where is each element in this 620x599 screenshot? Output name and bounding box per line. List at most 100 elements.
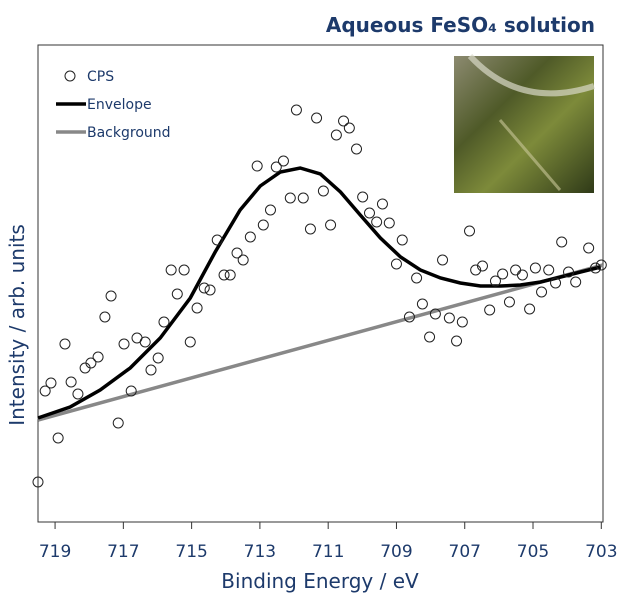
- data-point: [79, 362, 91, 374]
- data-point: [92, 351, 104, 363]
- data-point: [311, 112, 323, 124]
- inset-photo: [454, 53, 595, 193]
- data-point: [171, 288, 183, 300]
- data-point: [139, 336, 151, 348]
- chart-title: Aqueous FeSO₄ solution: [326, 13, 595, 37]
- data-point: [595, 259, 607, 271]
- data-point: [211, 234, 223, 246]
- data-point: [204, 284, 216, 296]
- data-point: [290, 104, 302, 116]
- data-point: [338, 115, 350, 127]
- x-tick-label: 719: [39, 542, 71, 562]
- data-point: [583, 242, 595, 254]
- data-point: [497, 268, 509, 280]
- data-point: [284, 192, 296, 204]
- x-tick-label: 703: [585, 542, 617, 562]
- data-point: [218, 269, 230, 281]
- data-point: [72, 388, 84, 400]
- data-point: [437, 254, 449, 266]
- data-point: [424, 331, 436, 343]
- data-point: [529, 262, 541, 274]
- data-point: [65, 376, 77, 388]
- data-point: [191, 302, 203, 314]
- data-point: [39, 385, 51, 397]
- data-point: [118, 338, 130, 350]
- data-point: [443, 312, 455, 324]
- data-point: [277, 155, 289, 167]
- line-1: [37, 166, 602, 420]
- data-point: [510, 264, 522, 276]
- plot-frame: [37, 44, 604, 523]
- legend-label: CPS: [87, 69, 114, 85]
- x-axis-label: Binding Energy / eV: [221, 569, 419, 593]
- data-point: [536, 286, 548, 298]
- y-axis-label: Intensity / arb. units: [5, 224, 29, 426]
- legend-label: Envelope: [87, 97, 152, 113]
- data-point: [251, 160, 263, 172]
- data-point: [543, 264, 555, 276]
- data-point: [363, 207, 375, 219]
- data-point: [476, 260, 488, 272]
- x-tick-label: 711: [312, 542, 344, 562]
- data-point: [396, 234, 408, 246]
- x-tick-label: 707: [449, 542, 481, 562]
- x-tick-label: 715: [175, 542, 207, 562]
- data-point: [99, 311, 111, 323]
- data-point: [464, 225, 476, 237]
- data-point: [403, 311, 415, 323]
- data-point: [237, 254, 249, 266]
- x-tick-label: 713: [244, 542, 276, 562]
- line-2: [37, 263, 604, 422]
- data-point: [456, 316, 468, 328]
- data-point: [32, 476, 44, 488]
- x-tick-label: 717: [107, 542, 139, 562]
- data-point: [357, 191, 369, 203]
- data-point: [112, 417, 124, 429]
- data-point: [330, 129, 342, 141]
- data-point: [343, 122, 355, 134]
- data-point: [556, 236, 568, 248]
- data-point: [264, 204, 276, 216]
- legend-marker: [64, 70, 76, 82]
- data-point: [178, 264, 190, 276]
- data-point: [59, 338, 71, 350]
- data-point: [125, 385, 137, 397]
- data-point: [52, 432, 64, 444]
- data-point: [304, 223, 316, 235]
- data-point: [325, 219, 337, 231]
- photo-glare: [467, 53, 595, 97]
- x-tick-label: 705: [517, 542, 549, 562]
- data-point: [45, 377, 57, 389]
- data-point: [383, 217, 395, 229]
- data-point: [524, 303, 536, 315]
- data-point: [429, 308, 441, 320]
- data-point: [376, 198, 388, 210]
- photo: [454, 56, 594, 193]
- data-point: [416, 298, 428, 310]
- data-point: [484, 304, 496, 316]
- data-point: [244, 231, 256, 243]
- data-point: [158, 316, 170, 328]
- data-point: [550, 277, 562, 289]
- data-point: [198, 282, 210, 294]
- data-point: [589, 262, 601, 274]
- data-point: [297, 192, 309, 204]
- data-point: [489, 275, 501, 287]
- legend-label: Background: [87, 125, 171, 141]
- data-point: [317, 185, 329, 197]
- data-point: [411, 272, 423, 284]
- data-point: [503, 296, 515, 308]
- data-point: [270, 161, 282, 173]
- data-point: [470, 264, 482, 276]
- photo-streak: [498, 119, 562, 191]
- data-point: [257, 219, 269, 231]
- data-point: [145, 364, 157, 376]
- data-point: [371, 216, 383, 228]
- data-point: [184, 336, 196, 348]
- data-point: [390, 258, 402, 270]
- x-tick-label: 709: [380, 542, 412, 562]
- data-point: [152, 352, 164, 364]
- data-point: [351, 143, 363, 155]
- data-point: [451, 335, 463, 347]
